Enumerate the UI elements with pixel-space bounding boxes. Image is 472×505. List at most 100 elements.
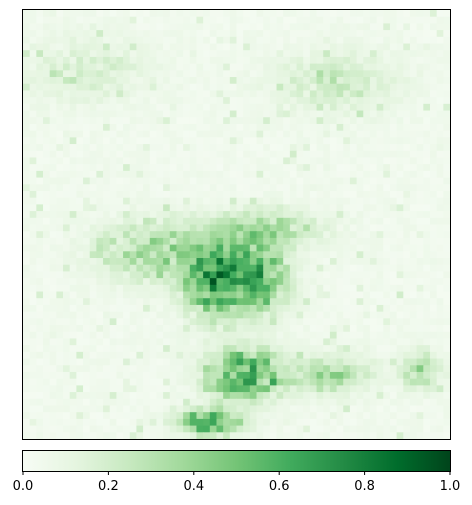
- heatmap-cell: [43, 432, 51, 440]
- heatmap-cell: [356, 157, 364, 165]
- heatmap-cell: [129, 150, 137, 158]
- heatmap-cell: [349, 358, 357, 366]
- heatmap-cell: [423, 358, 431, 366]
- heatmap-cell: [383, 385, 391, 393]
- heatmap-cell: [209, 30, 217, 38]
- heatmap-cell: [129, 97, 137, 105]
- heatmap-cell: [189, 224, 197, 232]
- heatmap-cell: [129, 385, 137, 393]
- heatmap-cell: [296, 398, 304, 406]
- heatmap-cell: [396, 405, 404, 413]
- heatmap-cell: [423, 298, 431, 306]
- heatmap-cell: [176, 365, 184, 373]
- heatmap-cell: [316, 16, 324, 24]
- heatmap-cell: [83, 412, 91, 420]
- heatmap-cell: [236, 425, 244, 433]
- heatmap-cell: [196, 177, 204, 185]
- heatmap-cell: [269, 284, 277, 292]
- heatmap-cell: [243, 157, 251, 165]
- heatmap-cell: [363, 16, 371, 24]
- heatmap-cell: [416, 311, 424, 319]
- heatmap-cell: [283, 23, 291, 31]
- heatmap-cell: [63, 278, 71, 286]
- heatmap-cell: [69, 318, 77, 326]
- heatmap-cell: [183, 123, 191, 132]
- heatmap-cell: [136, 432, 144, 440]
- heatmap-cell: [256, 224, 264, 232]
- heatmap-cell: [76, 258, 84, 266]
- heatmap-cell: [276, 103, 284, 111]
- heatmap-cell: [349, 284, 357, 292]
- heatmap-cell: [156, 36, 164, 44]
- heatmap-cell: [436, 56, 444, 65]
- heatmap-cell: [443, 123, 451, 132]
- heatmap-cell: [296, 123, 304, 132]
- heatmap-cell: [309, 36, 317, 44]
- heatmap-cell: [256, 144, 264, 152]
- heatmap-cell: [356, 311, 364, 319]
- heatmap-cell: [369, 304, 378, 313]
- heatmap-cell: [343, 298, 351, 306]
- heatmap-cell: [69, 10, 77, 18]
- heatmap-cell: [309, 378, 317, 386]
- heatmap-cell: [123, 110, 131, 118]
- heatmap-cell: [49, 237, 57, 246]
- heatmap-cell: [329, 117, 337, 125]
- heatmap-cell: [229, 351, 237, 359]
- heatmap-cell: [289, 231, 297, 239]
- heatmap-cell: [296, 284, 304, 292]
- heatmap-cell: [289, 371, 297, 380]
- heatmap-cell: [409, 197, 418, 205]
- heatmap-cell: [83, 224, 91, 232]
- heatmap-cell: [69, 97, 77, 105]
- heatmap-cell: [189, 291, 197, 299]
- heatmap-cell: [129, 331, 137, 339]
- heatmap-cell: [76, 331, 84, 339]
- heatmap-cell: [296, 231, 304, 239]
- heatmap-cell: [296, 70, 304, 78]
- heatmap-cell: [303, 97, 311, 105]
- heatmap-cell: [223, 130, 231, 138]
- heatmap-cell: [83, 36, 91, 44]
- heatmap-cell: [149, 304, 157, 313]
- heatmap-cell: [403, 43, 411, 51]
- heatmap-cell: [243, 304, 251, 313]
- heatmap-cell: [209, 16, 217, 24]
- heatmap-cell: [349, 251, 357, 259]
- heatmap-cell: [303, 251, 311, 259]
- heatmap-cell: [296, 264, 304, 272]
- heatmap-cell: [256, 237, 264, 246]
- heatmap-cell: [416, 345, 424, 353]
- heatmap-cell: [43, 237, 51, 246]
- heatmap-cell: [416, 217, 424, 225]
- heatmap-cell: [363, 97, 371, 105]
- heatmap-cell: [109, 63, 117, 71]
- heatmap-cell: [223, 358, 231, 366]
- heatmap-cell: [163, 150, 171, 158]
- heatmap-cell: [383, 224, 391, 232]
- heatmap-cell: [303, 36, 311, 44]
- heatmap-cell: [36, 117, 44, 125]
- heatmap-cell: [356, 264, 364, 272]
- heatmap-cell: [29, 16, 37, 24]
- heatmap-cell: [223, 83, 231, 91]
- heatmap-cell: [443, 284, 451, 292]
- heatmap-cell: [156, 371, 164, 380]
- heatmap-cell: [63, 251, 71, 259]
- heatmap-cell: [429, 217, 438, 225]
- heatmap-cell: [69, 358, 77, 366]
- heatmap-cell: [329, 365, 337, 373]
- heatmap-cell: [383, 130, 391, 138]
- heatmap-cell: [23, 56, 31, 65]
- heatmap-cell: [156, 83, 164, 91]
- heatmap-cell: [216, 331, 224, 339]
- heatmap-cell: [136, 103, 144, 111]
- heatmap-cell: [69, 365, 77, 373]
- heatmap-cell: [216, 385, 224, 393]
- heatmap-cell: [343, 144, 351, 152]
- heatmap-cell: [249, 204, 257, 212]
- heatmap-cell: [443, 36, 451, 44]
- heatmap-cell: [269, 184, 277, 192]
- heatmap-cell: [283, 304, 291, 313]
- heatmap-cell: [209, 412, 217, 420]
